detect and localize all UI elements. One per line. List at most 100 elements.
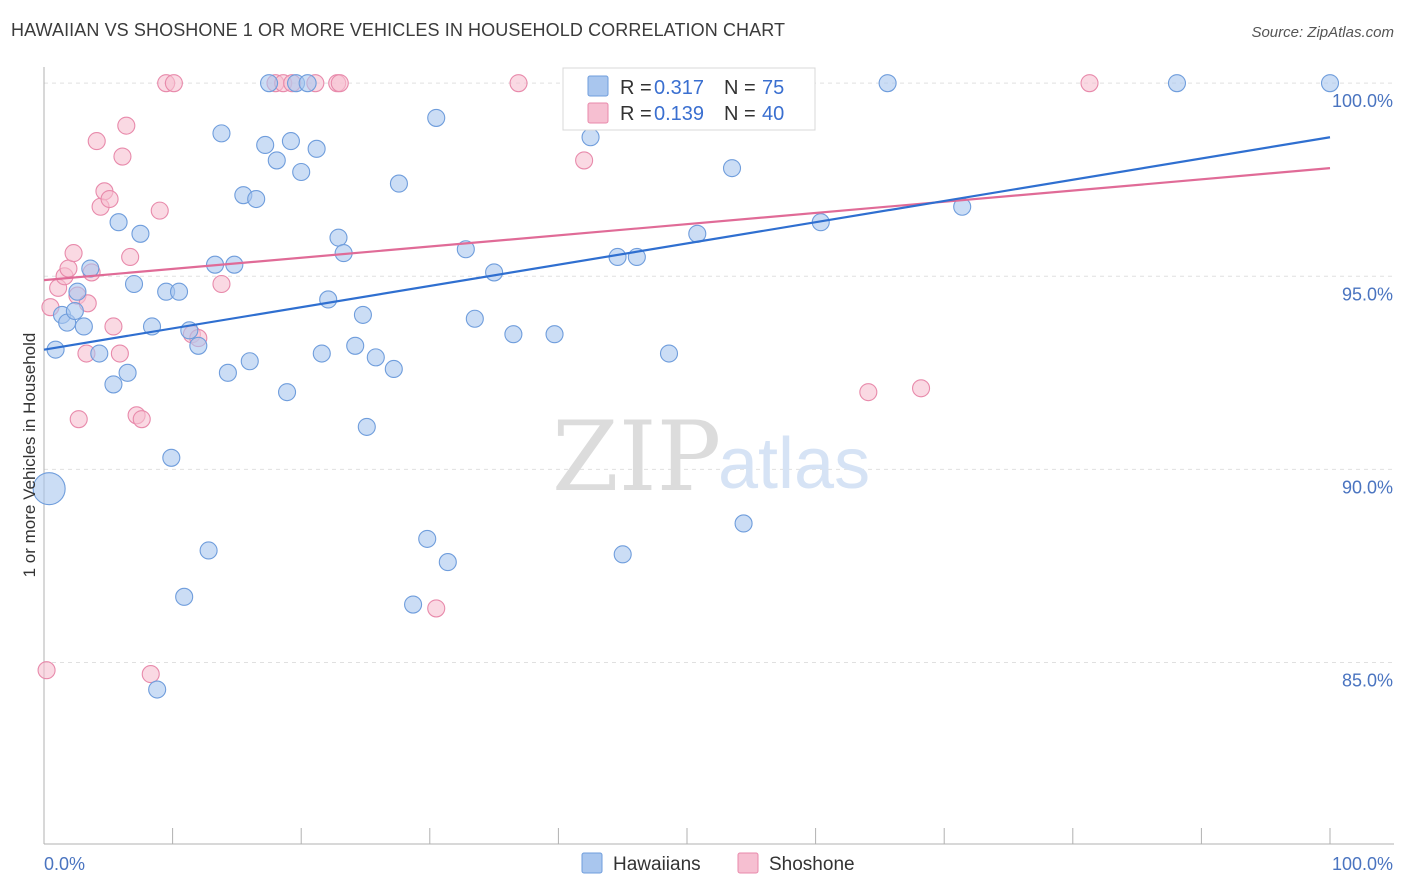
- shoshone-point: [100, 189, 119, 209]
- series-legend: Hawaiians Shoshone: [581, 852, 855, 875]
- shoshone-point: [132, 410, 151, 429]
- shoshone-point: [509, 74, 528, 93]
- hawaiian-point: [292, 162, 311, 182]
- y-tick-label: 100.0%: [1332, 91, 1393, 111]
- hawaiian-point: [659, 344, 679, 363]
- legend-shoshone-label: Shoshone: [769, 854, 855, 875]
- hawaiian-point: [384, 359, 403, 379]
- watermark-zip: ZIP: [552, 401, 721, 513]
- hawaiian-point: [218, 363, 237, 382]
- hawaiian-point: [90, 344, 109, 363]
- shoshone-point: [117, 116, 136, 135]
- hawaiian-point: [259, 74, 279, 93]
- hawaiian-point: [878, 74, 897, 93]
- hawaiian-point: [131, 224, 150, 243]
- hawaiian-point: [1167, 74, 1187, 93]
- hawaiian-point: [189, 336, 208, 355]
- shoshone-point: [87, 132, 106, 151]
- hawaiian-point: [256, 135, 275, 155]
- hawaiian-point: [278, 383, 297, 402]
- hawaiian-point: [346, 336, 365, 355]
- hawaiian-point: [404, 595, 423, 614]
- shoshone-n-label: N =: [724, 103, 756, 125]
- hawaiian-point: [312, 344, 331, 363]
- shoshone-point: [104, 317, 123, 336]
- y-axis-label: 1 or more Vehicles in Household: [20, 333, 39, 578]
- hawaiian-n-value: 75: [762, 77, 784, 99]
- shoshone-point: [912, 379, 931, 398]
- hawaiian-point: [613, 545, 632, 564]
- shoshone-point: [1080, 74, 1099, 93]
- legend-shoshone-swatch: [737, 852, 759, 874]
- hawaiian-point: [212, 124, 231, 143]
- hawaiian-r-label: R =: [620, 77, 652, 99]
- shoshone-point: [110, 344, 129, 363]
- hawaiian-point: [32, 472, 66, 506]
- shoshone-point: [113, 147, 132, 166]
- shoshone-point: [427, 599, 446, 618]
- hawaiian-point: [427, 108, 446, 127]
- hawaiian-point: [366, 348, 385, 367]
- hawaiian-point: [247, 189, 266, 209]
- watermark: ZIP atlas: [552, 401, 870, 513]
- y-tick-label: 95.0%: [1342, 284, 1393, 304]
- tick-labels: 85.0% 90.0% 95.0% 100.0% 0.0% 100.0%: [44, 91, 1393, 874]
- hawaiian-point: [124, 274, 144, 294]
- shoshone-point: [37, 661, 56, 680]
- hawaiian-trend-line: [43, 136, 1331, 351]
- hawaiian-point: [298, 74, 317, 93]
- hawaiian-point: [353, 305, 372, 324]
- shoshone-point: [150, 201, 169, 220]
- source-credit: Source: ZipAtlas.com: [1251, 24, 1394, 41]
- y-tick-label: 90.0%: [1342, 477, 1393, 497]
- shoshone-point: [121, 247, 140, 267]
- shoshone-n-value: 40: [762, 103, 784, 125]
- hawaiian-point: [109, 213, 128, 232]
- hawaiian-point: [199, 541, 218, 560]
- gridlines: [44, 82, 1392, 663]
- hawaiian-point: [169, 282, 189, 301]
- shoshone-point: [859, 383, 878, 402]
- hawaiian-point: [68, 282, 87, 301]
- shoshone-point: [164, 74, 183, 93]
- hawaiian-point: [504, 325, 523, 344]
- shoshone-point: [212, 274, 231, 294]
- hawaiian-point: [319, 290, 338, 309]
- legend-hawaiians-swatch: [581, 852, 603, 874]
- legend-hawaiians-label: Hawaiians: [613, 854, 701, 875]
- hawaiian-point: [465, 309, 484, 328]
- shoshone-point: [69, 410, 88, 429]
- hawaiian-n-label: N =: [724, 77, 756, 99]
- x-tick-label-min: 0.0%: [44, 854, 85, 874]
- watermark-atlas: atlas: [718, 424, 870, 504]
- shoshone-r-label: R =: [620, 103, 652, 125]
- y-tick-label: 85.0%: [1342, 670, 1393, 690]
- hawaiian-point: [456, 240, 475, 259]
- hawaiian-point: [1320, 74, 1340, 93]
- hawaiian-point: [581, 128, 600, 147]
- shoshone-r-value: 0.139: [654, 103, 704, 125]
- axes: [43, 67, 1394, 845]
- shoshone-point: [330, 74, 349, 93]
- shoshone-point: [64, 244, 83, 263]
- hawaiian-point: [104, 375, 123, 394]
- hawaiian-point: [418, 529, 437, 548]
- hawaiian-point: [329, 228, 348, 247]
- shoshone-point: [575, 151, 594, 170]
- hawaiian-r-value: 0.317: [654, 77, 704, 99]
- hawaiian-point: [267, 151, 286, 170]
- trend-lines: [43, 136, 1331, 351]
- hawaiian-point: [357, 417, 376, 436]
- hawaiian-point: [734, 514, 753, 533]
- hawaiian-point: [148, 680, 167, 699]
- hawaiian-point: [307, 139, 326, 158]
- hawaiian-point: [162, 448, 181, 467]
- x-tick-label-max: 100.0%: [1332, 854, 1393, 874]
- hawaiian-point: [240, 352, 259, 371]
- shoshone-point: [59, 259, 78, 278]
- hawaiian-point: [438, 553, 457, 572]
- stats-legend: R = 0.317 N = 75 R = 0.139 N = 40: [562, 67, 816, 131]
- hawaiian-point: [175, 587, 194, 606]
- hawaiian-point: [485, 263, 504, 282]
